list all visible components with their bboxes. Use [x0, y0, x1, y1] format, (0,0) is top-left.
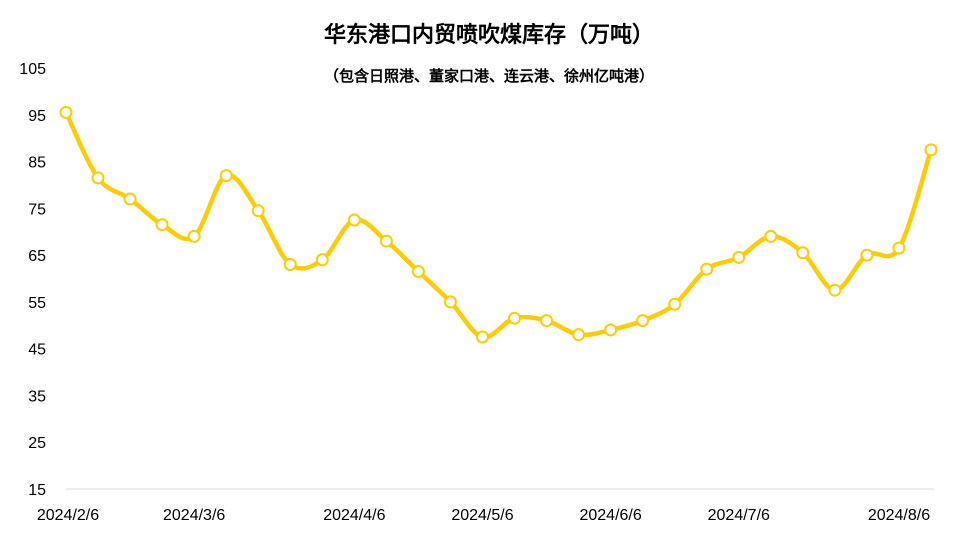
data-point: [187, 229, 201, 243]
data-point: [475, 330, 489, 344]
y-tick-label: 85: [28, 155, 46, 172]
data-point: [572, 328, 586, 342]
data-point: [860, 248, 874, 262]
data-point: [283, 257, 297, 271]
data-points: [59, 105, 938, 344]
x-tick-label: 2024/5/6: [451, 507, 513, 524]
data-point: [892, 241, 906, 255]
data-point: [219, 169, 233, 183]
data-point: [604, 323, 618, 337]
data-point: [347, 213, 361, 227]
y-tick-label: 105: [19, 61, 46, 78]
y-tick-label: 75: [28, 201, 46, 218]
y-axis: 15 25 35 45 55 65 75 85 95 105: [19, 61, 46, 499]
x-tick-label: 2024/2/6: [37, 507, 99, 524]
x-tick-label: 2024/7/6: [708, 507, 770, 524]
data-point: [91, 171, 105, 185]
x-tick-label: 2024/6/6: [579, 507, 641, 524]
y-tick-label: 15: [28, 482, 46, 499]
data-point: [251, 204, 265, 218]
data-point: [540, 314, 554, 328]
y-tick-label: 65: [28, 248, 46, 265]
data-point: [443, 295, 457, 309]
x-axis: 2024/2/6 2024/3/6 2024/4/6 2024/5/6 2024/6/6…: [37, 507, 930, 524]
data-point: [700, 262, 714, 276]
data-point: [636, 314, 650, 328]
data-point: [315, 253, 329, 267]
data-point: [155, 218, 169, 232]
y-tick-label: 55: [28, 295, 46, 312]
data-point: [123, 192, 137, 206]
data-point: [732, 250, 746, 264]
x-tick-label: 2024/4/6: [323, 507, 385, 524]
y-tick-label: 35: [28, 388, 46, 405]
data-point: [508, 311, 522, 325]
data-point: [796, 246, 810, 260]
data-point: [764, 229, 778, 243]
data-point: [668, 297, 682, 311]
x-tick-label: 2024/3/6: [163, 507, 225, 524]
data-point: [924, 143, 938, 157]
y-tick-label: 45: [28, 342, 46, 359]
chart-title: 华东港口内贸喷吹煤库存（万吨）: [324, 22, 654, 48]
data-point: [379, 234, 393, 248]
data-point: [828, 283, 842, 297]
y-tick-label: 25: [28, 435, 46, 452]
series-line: [63, 110, 934, 340]
data-point: [411, 264, 425, 278]
chart-subtitle: （包含日照港、董家口港、连云港、徐州亿吨港）: [324, 67, 654, 85]
x-tick-label: 2024/8/6: [868, 507, 930, 524]
y-tick-label: 95: [28, 108, 46, 125]
data-point: [59, 105, 73, 119]
